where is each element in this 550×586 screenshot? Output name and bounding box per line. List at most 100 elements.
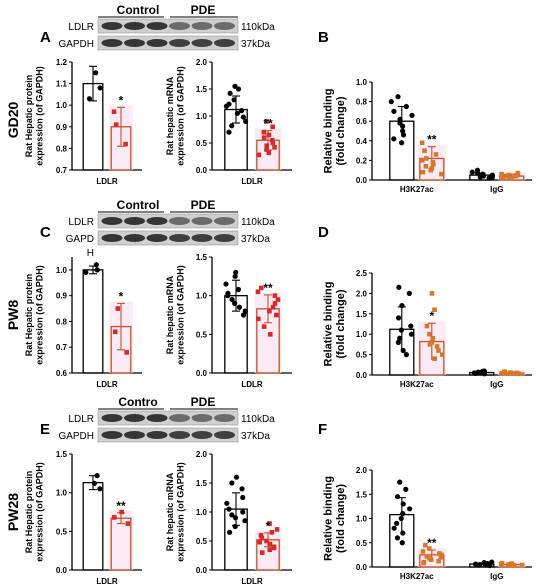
mrna-point: [235, 86, 242, 92]
chip-point: [438, 555, 444, 560]
mrna-point: [229, 480, 235, 486]
mrna-point: [264, 147, 269, 152]
mrna-point: [255, 289, 261, 295]
chip-ylabel-line: Relative binding: [322, 89, 334, 174]
chip-group-label: H3K27ac: [400, 572, 434, 581]
chip-ylabel: Relative binding (fold change): [322, 476, 347, 561]
mrna-xlabel: LDLR: [241, 380, 263, 389]
chip-point: [513, 173, 519, 179]
chip-ytick-label: 1.0: [356, 515, 368, 524]
protein-chart: 0.0 0.5 1.0 1.5 ** Rat Hepatic protein express…: [24, 450, 142, 586]
blot-band-label: GAPDH: [58, 431, 94, 442]
protein-ylabel-line: Rat Hepatic protein: [24, 471, 34, 554]
protein-point: [83, 269, 89, 276]
chip-ytick-label: 1.5: [356, 490, 368, 499]
blot-band: [146, 431, 168, 439]
protein-xlabel: LDLR: [96, 177, 118, 186]
chip-point: [472, 370, 478, 376]
protein-point: [93, 70, 99, 76]
mrna-ylabel-line: expression (of GAPDH): [175, 462, 185, 562]
chip-point: [436, 558, 441, 564]
mrna-ytick-label: 0.5: [196, 330, 208, 339]
blot-band: [169, 39, 190, 47]
chip-point: [498, 562, 504, 567]
chip-point: [398, 515, 404, 522]
row-label: PW28: [5, 493, 21, 531]
mrna-point: [233, 269, 239, 276]
mrna-point: [236, 304, 243, 310]
mrna-ylabel-line: Rat hepatic mRNA: [165, 275, 175, 354]
chip-group-label: IgG: [490, 380, 503, 389]
chip-point: [419, 158, 425, 163]
chip-ylabel-line: (fold change): [335, 289, 347, 358]
blot-band: [191, 414, 213, 422]
blot-band: [146, 414, 168, 422]
protein-ylabel: Rat Hepatic protein expression (of GAPDH): [24, 265, 45, 365]
protein-point: [124, 350, 129, 355]
blot-band: [146, 39, 168, 47]
protein-ytick-label: 0.9: [56, 292, 68, 301]
chip-ytick-label: 1.0: [356, 330, 368, 339]
chip-ylabel-line: (fold change): [335, 484, 347, 553]
blot-band-label: H: [87, 248, 94, 259]
mrna-ylabel: Rat hepatic mRNA expression (of GAPDH): [165, 66, 186, 166]
blot-band: [101, 22, 123, 30]
blot-band: [191, 217, 213, 225]
mrna-ytick-label: 1.5: [196, 253, 208, 262]
chip-point: [427, 342, 433, 347]
blot-size-label: 37kDa: [241, 39, 270, 50]
chip-chart: 0.0 0.5 1.0 1.5 2.0 2.5 * H3K27ac IgG Relative bi…: [322, 269, 532, 389]
mrna-point: [272, 293, 278, 298]
chip-point: [436, 348, 441, 353]
protein-point: [111, 109, 117, 114]
blot-band: [169, 22, 190, 30]
chip-point: [423, 542, 428, 548]
mrna-point: [274, 527, 280, 532]
chip-point: [400, 501, 406, 507]
protein-point: [94, 473, 100, 479]
chip-point: [419, 140, 425, 146]
chip-ytick-label: 1.5: [356, 310, 368, 319]
protein-point: [112, 515, 117, 520]
blot-band-label: GAPD: [66, 234, 94, 245]
chip-point: [397, 116, 403, 122]
chip-ytick-label: 0.0: [356, 176, 368, 185]
protein-point: [91, 480, 97, 486]
chip-ytick-label: 0.8: [356, 98, 368, 107]
chip-point: [440, 352, 445, 357]
chip-point: [400, 128, 406, 134]
blot-band: [169, 431, 190, 439]
mrna-point: [264, 538, 269, 544]
protein-ytick-label: 0.7: [56, 343, 68, 352]
chip-point: [394, 494, 401, 500]
mrna-ytick-label: 1.0: [196, 112, 208, 121]
protein-point: [86, 96, 93, 102]
chip-point: [486, 175, 492, 181]
blot-band: [146, 234, 168, 242]
mrna-ytick-label: 0.0: [196, 566, 208, 575]
mrna-point: [226, 506, 232, 512]
chip-point: [513, 371, 519, 376]
protein-ylabel: Rat Hepatic protein expression (of GAPDH): [24, 462, 45, 562]
mrna-point: [240, 312, 247, 318]
mrna-ylabel-line: Rat hepatic mRNA: [165, 76, 175, 155]
blot-band: [214, 22, 235, 30]
chip-point: [432, 307, 437, 313]
blot-band: [214, 39, 235, 47]
blot-band: [169, 234, 190, 242]
chip-point: [474, 170, 481, 176]
mrna-point: [234, 110, 241, 116]
chip-point: [400, 530, 406, 536]
mrna-point: [258, 285, 264, 291]
chip-ylabel: Relative binding (fold change): [322, 89, 347, 174]
chip-chart: 0.0 0.2 0.4 0.6 0.8 1.0 ** H3K27ac IgG Relative b…: [322, 78, 532, 194]
chip-point: [403, 103, 409, 110]
chip-point: [408, 331, 415, 337]
protein-point: [94, 267, 100, 273]
chip-point: [469, 169, 475, 175]
chip-point: [395, 339, 401, 345]
protein-ytick-label: 1.1: [56, 80, 68, 89]
mrna-point: [256, 152, 262, 158]
